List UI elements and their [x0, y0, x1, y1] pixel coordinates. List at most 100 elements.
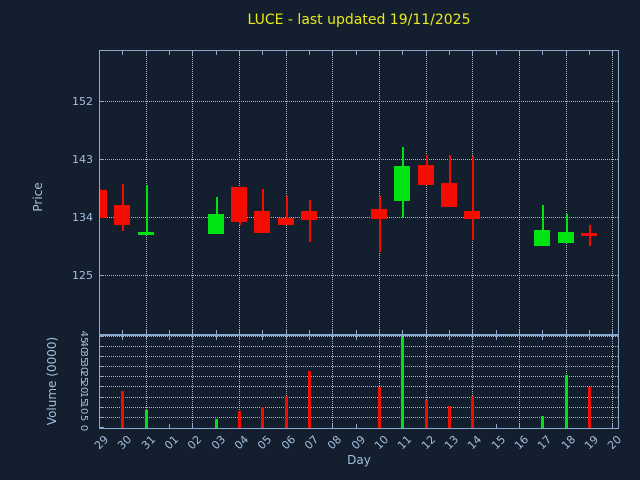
day-tick [308, 330, 310, 334]
day-tick [308, 336, 310, 340]
day-tick [378, 336, 380, 340]
day-tick [565, 330, 567, 334]
volume-tick [100, 336, 104, 337]
candle-body [230, 187, 247, 223]
day-tick [122, 51, 124, 55]
day-tick [145, 330, 147, 334]
candle-wick [542, 204, 545, 246]
volume-bar [261, 406, 265, 428]
day-tick [588, 336, 590, 340]
volume-bar [471, 395, 475, 428]
gridline-vertical [472, 336, 474, 428]
day-tick [332, 424, 334, 428]
gridline-vertical [378, 336, 380, 428]
day-tick [612, 424, 614, 428]
day-tick [192, 330, 194, 334]
day-tick [308, 51, 310, 55]
gridline-vertical [612, 336, 614, 428]
day-tick [238, 51, 240, 55]
day-tick [99, 330, 100, 334]
day-tick [332, 330, 334, 334]
volume-tick [100, 386, 104, 388]
gridline-vertical [332, 51, 334, 334]
day-tick [425, 330, 427, 334]
day-tick [355, 424, 357, 428]
day-tick [518, 51, 520, 55]
day-tick [612, 330, 614, 334]
day-tick [425, 336, 427, 340]
gridline-horizontal [100, 386, 618, 388]
price-tick [100, 101, 104, 103]
candle-body [277, 218, 294, 226]
gridline-horizontal [100, 336, 618, 337]
gridline-vertical [378, 51, 380, 334]
day-tick [215, 336, 217, 340]
day-tick [612, 51, 614, 55]
day-tick [495, 51, 497, 55]
gridline-vertical [425, 336, 427, 428]
volume-bar [284, 395, 288, 428]
day-tick [355, 336, 357, 340]
gridline-horizontal [100, 275, 618, 277]
candle-body [137, 231, 154, 235]
volume-bar [377, 387, 381, 428]
day-tick [402, 51, 404, 55]
day-tick [192, 424, 194, 428]
day-tick [262, 51, 264, 55]
candle-wick [565, 214, 568, 244]
candle-body [394, 166, 411, 201]
candle-body [464, 211, 481, 219]
candle-body [580, 233, 597, 237]
gridline-horizontal [100, 355, 618, 357]
day-axis-label: Day [347, 453, 371, 467]
gridline-horizontal [100, 101, 618, 103]
day-tick [472, 330, 474, 334]
candle-wick [262, 188, 265, 234]
day-tick [192, 51, 194, 55]
day-tick [285, 51, 287, 55]
day-tick [472, 51, 474, 55]
day-tick [168, 51, 170, 55]
gridline-vertical [238, 336, 240, 428]
day-tick [332, 51, 334, 55]
volume-bar [447, 405, 451, 428]
candle-body [207, 213, 224, 234]
day-tick [542, 336, 544, 340]
gridline-vertical [285, 336, 287, 428]
day-tick [425, 51, 427, 55]
day-tick [168, 330, 170, 334]
day-tick [472, 336, 474, 340]
gridline-vertical [285, 51, 287, 334]
day-tick [145, 336, 147, 340]
price-tick [100, 159, 104, 161]
candle-wick [472, 155, 475, 241]
day-tick [145, 51, 147, 55]
volume-tick [100, 355, 104, 357]
volume-bar [307, 371, 311, 428]
gridline-vertical [145, 336, 147, 428]
day-tick [192, 336, 194, 340]
volume-bar [401, 336, 405, 428]
gridline-horizontal [100, 376, 618, 378]
volume-bar [237, 410, 241, 428]
candle-wick [145, 185, 148, 234]
day-tick [332, 336, 334, 340]
price-axis-label: Price [31, 182, 45, 212]
gridline-vertical [518, 336, 520, 428]
gridline-horizontal [100, 406, 618, 408]
price-panel [99, 50, 619, 335]
candle-body [557, 232, 574, 244]
candle-body [440, 183, 457, 208]
candle-body [534, 229, 551, 246]
day-tick [495, 336, 497, 340]
gridline-horizontal [100, 345, 618, 347]
gridline-vertical [192, 336, 194, 428]
volume-bar [541, 415, 545, 428]
day-tick [355, 330, 357, 334]
candle-wick [448, 154, 451, 208]
price-tick-label: 125 [72, 269, 93, 283]
day-tick [262, 330, 264, 334]
candle-body [417, 164, 434, 186]
price-tick-label: 143 [72, 153, 93, 167]
day-tick [448, 51, 450, 55]
